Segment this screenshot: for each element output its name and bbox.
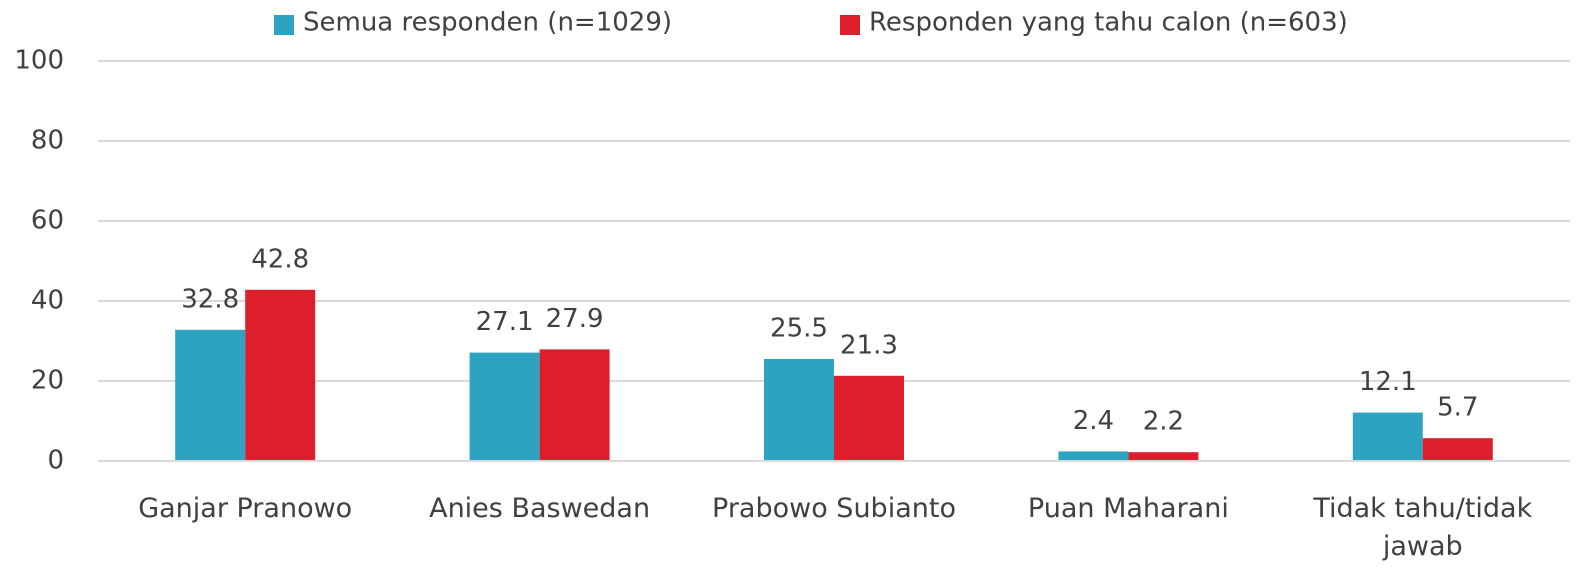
- legend-label: Responden yang tahu calon (n=603): [869, 8, 1348, 38]
- bar: [1058, 451, 1129, 461]
- y-tick-label: 0: [47, 446, 64, 476]
- y-tick-label: 80: [31, 126, 64, 156]
- y-tick-label: 60: [31, 206, 64, 236]
- legend-swatch: [840, 15, 860, 35]
- legend-label: Semua responden (n=1029): [303, 8, 672, 38]
- bar: [1422, 438, 1493, 461]
- bar: [1352, 412, 1423, 461]
- data-label: 25.5: [770, 314, 828, 344]
- bar: [764, 359, 834, 461]
- x-tick-label: Anies Baswedan: [429, 493, 651, 524]
- data-label: 2.2: [1143, 407, 1184, 437]
- data-label: 32.8: [181, 284, 239, 314]
- y-tick-label: 40: [31, 286, 64, 316]
- x-tick-label: Ganjar Pranowo: [138, 493, 353, 524]
- bar: [1128, 452, 1199, 461]
- bar: [245, 289, 316, 461]
- legend-swatch: [274, 15, 294, 35]
- data-label: 21.3: [840, 330, 898, 360]
- bar: [834, 375, 904, 461]
- bar: [539, 349, 610, 461]
- bar: [469, 352, 540, 461]
- bar: [175, 329, 246, 461]
- y-tick-label: 100: [14, 46, 64, 76]
- data-label: 27.9: [546, 304, 604, 334]
- x-tick-label: Tidak tahu/tidak jawab: [1313, 493, 1533, 562]
- x-tick-label: Puan Maharani: [1027, 493, 1229, 524]
- data-label: 42.8: [251, 244, 309, 274]
- y-tick-label: 20: [31, 366, 64, 396]
- x-tick-label: Prabowo Subianto: [712, 493, 956, 524]
- data-label: 2.4: [1073, 406, 1114, 436]
- data-label: 12.1: [1359, 367, 1417, 397]
- data-label: 5.7: [1437, 393, 1478, 423]
- data-label: 27.1: [476, 307, 534, 337]
